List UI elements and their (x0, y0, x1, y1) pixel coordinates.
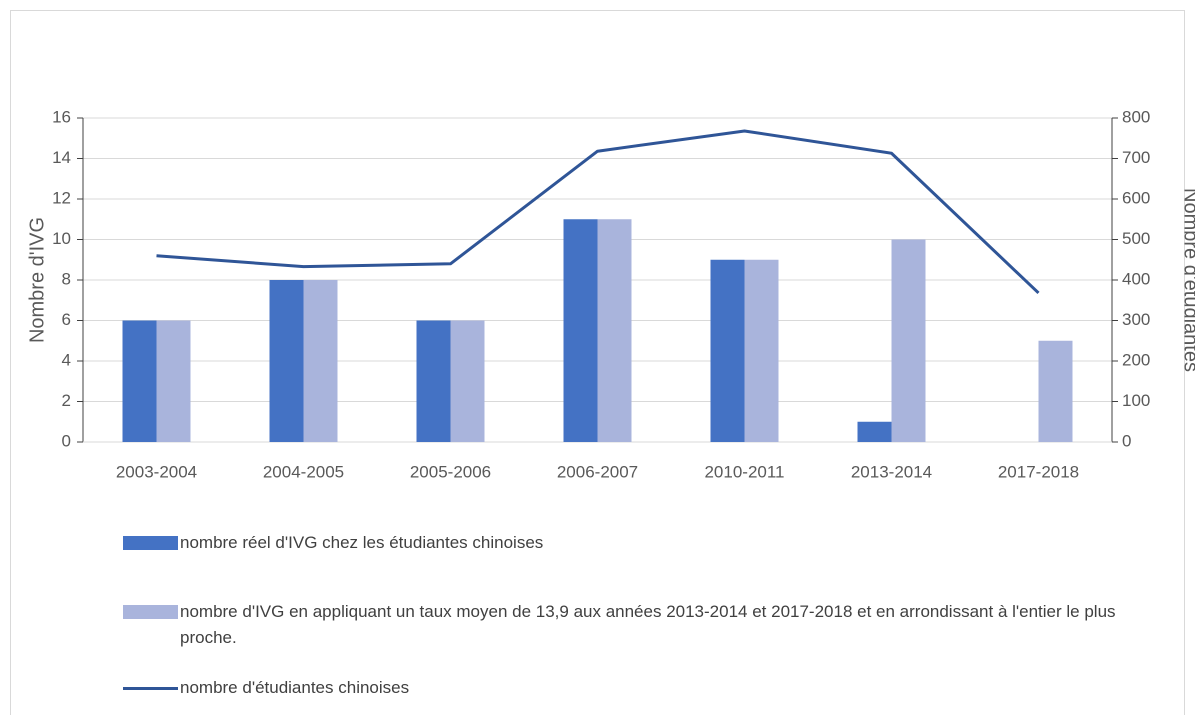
legend-swatch (123, 686, 178, 690)
x-tick-label: 2004-2005 (263, 462, 344, 481)
bar (303, 280, 338, 442)
bar (563, 219, 598, 442)
y2-tick-label: 100 (1122, 391, 1150, 410)
x-tick-label: 2013-2014 (851, 462, 932, 481)
y2-tick-label: 800 (1122, 107, 1150, 126)
y2-tick-label: 500 (1122, 229, 1150, 248)
x-tick-label: 2010-2011 (704, 462, 784, 481)
chart-border (10, 10, 1185, 715)
legend-label: nombre d'IVG en appliquant un taux moyen… (180, 602, 1116, 647)
legend-swatch (123, 536, 178, 550)
x-tick-label: 2005-2006 (410, 462, 491, 481)
y-tick-label: 16 (52, 107, 71, 126)
y-axis-title: Nombre d'IVG (26, 217, 48, 343)
y2-tick-label: 300 (1122, 310, 1150, 329)
y2-tick-label: 700 (1122, 148, 1150, 167)
line-series (156, 129, 1040, 295)
bar (891, 239, 926, 442)
bar (744, 259, 779, 442)
bar (450, 320, 485, 442)
y2-tick-label: 0 (1122, 431, 1131, 450)
y-tick-label: 12 (52, 188, 71, 207)
bar (122, 320, 157, 442)
bar (597, 219, 632, 442)
y-tick-label: 8 (62, 269, 71, 288)
legend-swatch (123, 605, 178, 619)
legend-label: nombre réel d'IVG chez les étudiantes ch… (180, 533, 544, 552)
y-tick-label: 2 (62, 391, 71, 410)
y2-tick-label: 400 (1122, 269, 1150, 288)
bar (1038, 340, 1073, 442)
bar (857, 421, 892, 442)
x-tick-label: 2017-2018 (998, 462, 1079, 481)
y-tick-label: 0 (62, 431, 71, 450)
bar (156, 320, 191, 442)
y2-axis-title: Nombre d'étudiantes (1180, 188, 1195, 372)
y2-tick-label: 600 (1122, 188, 1150, 207)
bar (269, 280, 304, 442)
x-tick-label: 2006-2007 (557, 462, 638, 481)
y-tick-label: 4 (62, 350, 71, 369)
x-tick-label: 2003-2004 (116, 462, 197, 481)
y2-tick-label: 200 (1122, 350, 1150, 369)
bar (416, 320, 451, 442)
y-tick-label: 6 (62, 310, 71, 329)
legend-label: nombre d'étudiantes chinoises (180, 678, 410, 697)
y-tick-label: 14 (52, 148, 71, 167)
y-tick-label: 10 (52, 229, 71, 248)
bar (710, 259, 745, 442)
